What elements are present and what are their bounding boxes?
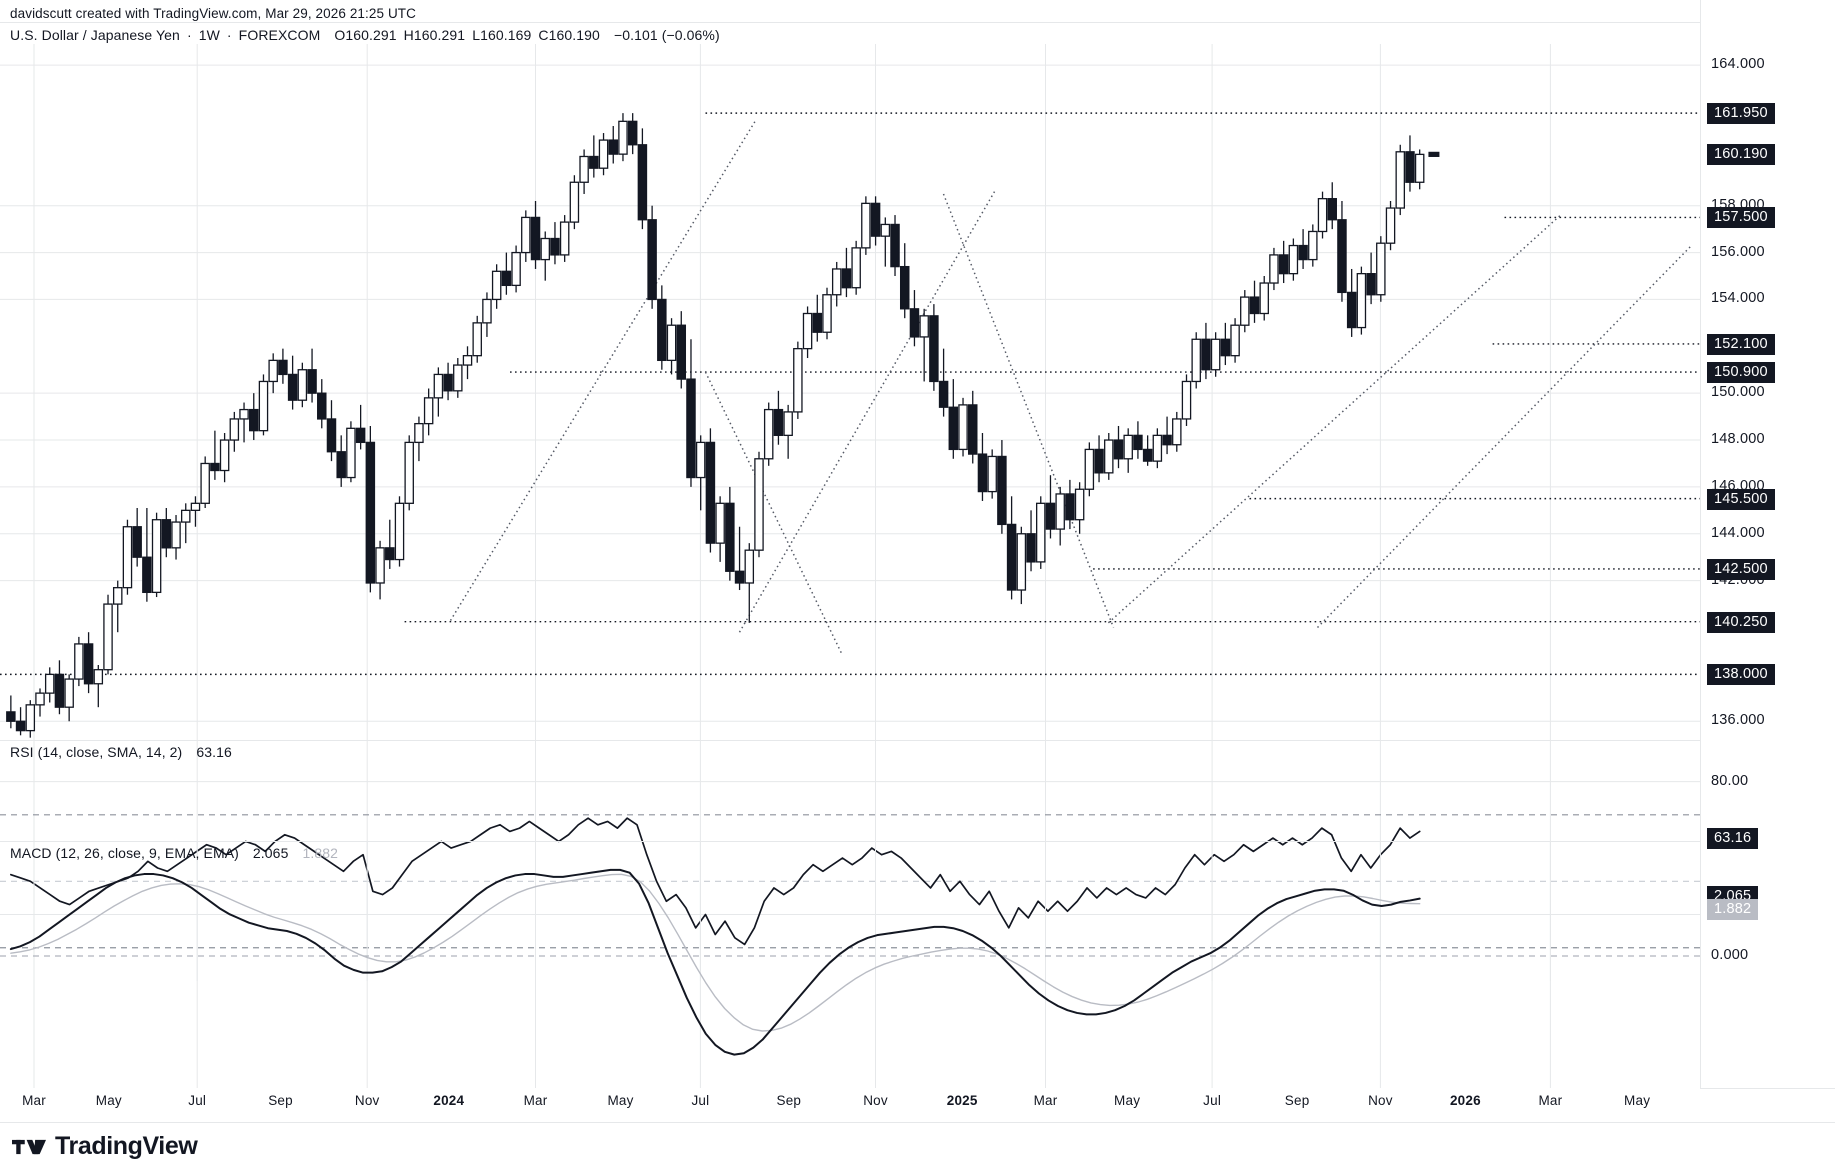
rsi-title[interactable]: RSI (14, close, SMA, 14, 2) [10,744,183,760]
time-axis-tick: May [95,1093,122,1108]
macd-title[interactable]: MACD (12, 26, close, 9, EMA, EMA) [10,845,239,861]
price-axis-tick: 154.000 [1711,290,1765,307]
price-axis-tick: 164.000 [1711,56,1765,73]
attribution-text: davidscutt created with TradingView.com,… [10,6,417,21]
time-axis-tick: Jul [188,1093,207,1108]
ohlc-low: L160.169 [472,27,532,43]
price-axis-tick: 148.000 [1711,431,1765,448]
macd-pane[interactable] [0,842,1700,1088]
price-axis-tick: 156.000 [1711,243,1765,260]
price-level-badge[interactable]: 138.000 [1707,664,1775,686]
legend-separator-1: · [186,27,192,43]
macd-line-value: 2.065 [252,845,289,861]
header-divider [0,22,1835,23]
symbol-name[interactable]: U.S. Dollar / Japanese Yen [10,27,180,43]
price-level-badge[interactable]: 152.100 [1707,333,1775,355]
time-axis-tick: Mar [1033,1093,1058,1108]
price-axis-tick: 150.000 [1711,384,1765,401]
price-axis-tick: 144.000 [1711,524,1765,541]
time-axis-tick: Nov [863,1093,888,1108]
rsi-axis-tick: 80.00 [1711,772,1749,789]
ohlc-open: O160.291 [334,27,397,43]
macd-axis-tick: 0.000 [1711,947,1749,963]
price-chart-svg [0,44,1700,740]
tradingview-logo-icon [12,1139,46,1154]
time-axis-tick: Mar [523,1093,548,1108]
time-axis-tick: Mar [22,1093,46,1108]
price-level-badge[interactable]: 150.900 [1707,362,1775,384]
price-change: −0.101 (−0.06%) [613,27,720,43]
price-pane[interactable] [0,44,1700,740]
tradingview-wordmark: TradingView [55,1132,198,1160]
ohlc-high: H160.291 [403,27,466,43]
rsi-value-badge[interactable]: 63.16 [1707,827,1759,849]
time-axis-tick: Mar [1538,1093,1563,1108]
exchange-label: FOREXCOM [238,27,321,43]
macd-chart-svg [0,842,1700,1088]
time-axis-tick: Sep [1284,1093,1310,1108]
rsi-pane-divider [0,740,1835,741]
rsi-value: 63.16 [196,744,232,760]
time-axis-tick: May [1114,1093,1141,1108]
interval-label[interactable]: 1W [198,27,220,43]
time-axis-tick: 2025 [946,1093,978,1108]
time-axis-tick: Sep [268,1093,293,1108]
time-axis-tick: Jul [1203,1093,1222,1108]
ohlc-close: C160.190 [538,27,600,43]
price-level-badge[interactable]: 140.250 [1707,611,1775,633]
time-axis-tick: May [1624,1093,1651,1108]
tradingview-logo: TradingView [12,1132,198,1161]
price-level-badge[interactable]: 142.500 [1707,558,1775,580]
current-price-badge[interactable]: 160.190 [1707,144,1775,166]
macd-pane-divider [0,841,1835,842]
time-axis[interactable]: Mar May Jul Sep Nov 2024 Mar May Jul Sep Nov 2025 Ma… [0,1088,1700,1122]
main-chart-legend: U.S. Dollar / Japanese Yen · 1W · FOREXCOM O1… [10,27,720,43]
time-axis-tick: Sep [776,1093,802,1108]
time-axis-tick: Nov [354,1093,380,1108]
price-level-badge[interactable]: 157.500 [1707,207,1775,229]
time-axis-tick: 2024 [433,1093,465,1108]
macd-signal-value: 1.882 [302,845,339,861]
time-axis-tick: May [607,1093,634,1108]
price-axis-tick: 136.000 [1711,712,1765,729]
macd-legend: MACD (12, 26, close, 9, EMA, EMA) 2.065 1.… [10,845,338,861]
time-axis-tick: 2026 [1449,1093,1481,1108]
time-axis-tick: Nov [1368,1093,1393,1108]
legend-separator-2: · [226,27,232,43]
price-level-badge[interactable]: 161.950 [1707,103,1775,125]
price-axis[interactable]: 164.000 158.000 156.000 154.000 150.000 148.0… [1700,0,1835,1088]
rsi-legend: RSI (14, close, SMA, 14, 2) 63.16 [10,744,232,760]
time-axis-tick: Jul [691,1093,710,1108]
macd-signal-badge[interactable]: 1.882 [1707,898,1759,920]
price-level-badge[interactable]: 145.500 [1707,488,1775,510]
time-axis-bottom-divider [0,1122,1835,1123]
